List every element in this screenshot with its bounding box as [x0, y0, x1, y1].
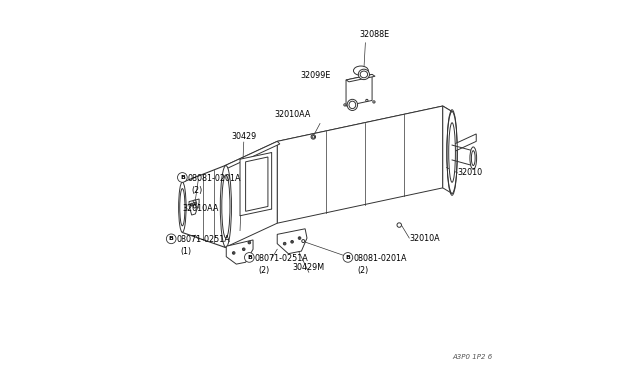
- Ellipse shape: [298, 237, 301, 240]
- Polygon shape: [277, 106, 443, 223]
- Ellipse shape: [284, 243, 285, 244]
- Ellipse shape: [351, 102, 353, 105]
- Ellipse shape: [472, 151, 475, 166]
- Ellipse shape: [449, 123, 456, 182]
- Ellipse shape: [220, 166, 232, 247]
- Text: B: B: [169, 236, 173, 241]
- Polygon shape: [225, 141, 277, 247]
- Ellipse shape: [243, 248, 244, 250]
- Ellipse shape: [233, 252, 234, 254]
- Ellipse shape: [191, 204, 193, 205]
- Ellipse shape: [353, 66, 369, 75]
- Circle shape: [177, 173, 187, 182]
- Text: (2): (2): [357, 266, 369, 275]
- Polygon shape: [227, 240, 253, 264]
- Text: 30429M: 30429M: [292, 263, 325, 272]
- Ellipse shape: [360, 71, 367, 78]
- Ellipse shape: [194, 202, 196, 205]
- Ellipse shape: [180, 189, 185, 226]
- Ellipse shape: [222, 175, 230, 238]
- Ellipse shape: [373, 101, 375, 103]
- Circle shape: [166, 234, 176, 244]
- Ellipse shape: [358, 69, 369, 80]
- Text: 08071-0251A: 08071-0251A: [255, 254, 308, 263]
- Ellipse shape: [195, 203, 196, 204]
- Ellipse shape: [248, 242, 250, 243]
- Ellipse shape: [232, 251, 235, 254]
- Polygon shape: [452, 134, 476, 153]
- Text: 32099E: 32099E: [301, 71, 331, 80]
- Circle shape: [343, 253, 353, 262]
- Ellipse shape: [299, 237, 300, 239]
- Ellipse shape: [243, 248, 245, 251]
- Ellipse shape: [397, 223, 401, 227]
- Polygon shape: [189, 199, 199, 215]
- Ellipse shape: [447, 112, 457, 193]
- Polygon shape: [346, 74, 372, 106]
- Ellipse shape: [349, 101, 356, 109]
- Polygon shape: [240, 153, 271, 216]
- Ellipse shape: [193, 200, 196, 203]
- Ellipse shape: [291, 241, 293, 243]
- Ellipse shape: [193, 205, 196, 208]
- Polygon shape: [277, 106, 452, 147]
- Polygon shape: [225, 141, 280, 168]
- Text: (1): (1): [180, 247, 191, 256]
- Polygon shape: [277, 229, 307, 254]
- Ellipse shape: [365, 99, 368, 102]
- Text: 32010AA: 32010AA: [275, 110, 310, 119]
- Ellipse shape: [302, 240, 305, 243]
- Ellipse shape: [344, 104, 346, 106]
- Ellipse shape: [248, 241, 251, 244]
- Text: A3P0 1P2 6: A3P0 1P2 6: [452, 354, 493, 360]
- Ellipse shape: [284, 243, 286, 245]
- Polygon shape: [346, 74, 375, 82]
- Text: 32010A: 32010A: [410, 234, 440, 243]
- Text: B: B: [346, 255, 350, 260]
- Text: 32010AA: 32010AA: [182, 204, 219, 213]
- Ellipse shape: [355, 67, 367, 74]
- Text: (2): (2): [191, 186, 203, 195]
- Text: 30429: 30429: [231, 132, 257, 141]
- Text: 08071-0251A: 08071-0251A: [177, 235, 230, 244]
- Ellipse shape: [470, 147, 477, 169]
- Polygon shape: [443, 106, 452, 193]
- Text: 08081-0201A: 08081-0201A: [188, 174, 241, 183]
- Text: B: B: [247, 255, 252, 260]
- Circle shape: [244, 253, 254, 262]
- Ellipse shape: [312, 136, 315, 138]
- Ellipse shape: [190, 203, 193, 206]
- Ellipse shape: [179, 182, 186, 232]
- Text: (2): (2): [259, 266, 270, 275]
- Text: 32010: 32010: [458, 169, 483, 177]
- Ellipse shape: [311, 135, 316, 139]
- Text: 08081-0201A: 08081-0201A: [353, 254, 407, 263]
- Text: 32088E: 32088E: [359, 30, 389, 39]
- Polygon shape: [246, 157, 268, 211]
- Ellipse shape: [347, 99, 358, 110]
- Text: B: B: [180, 175, 185, 180]
- Ellipse shape: [291, 241, 293, 243]
